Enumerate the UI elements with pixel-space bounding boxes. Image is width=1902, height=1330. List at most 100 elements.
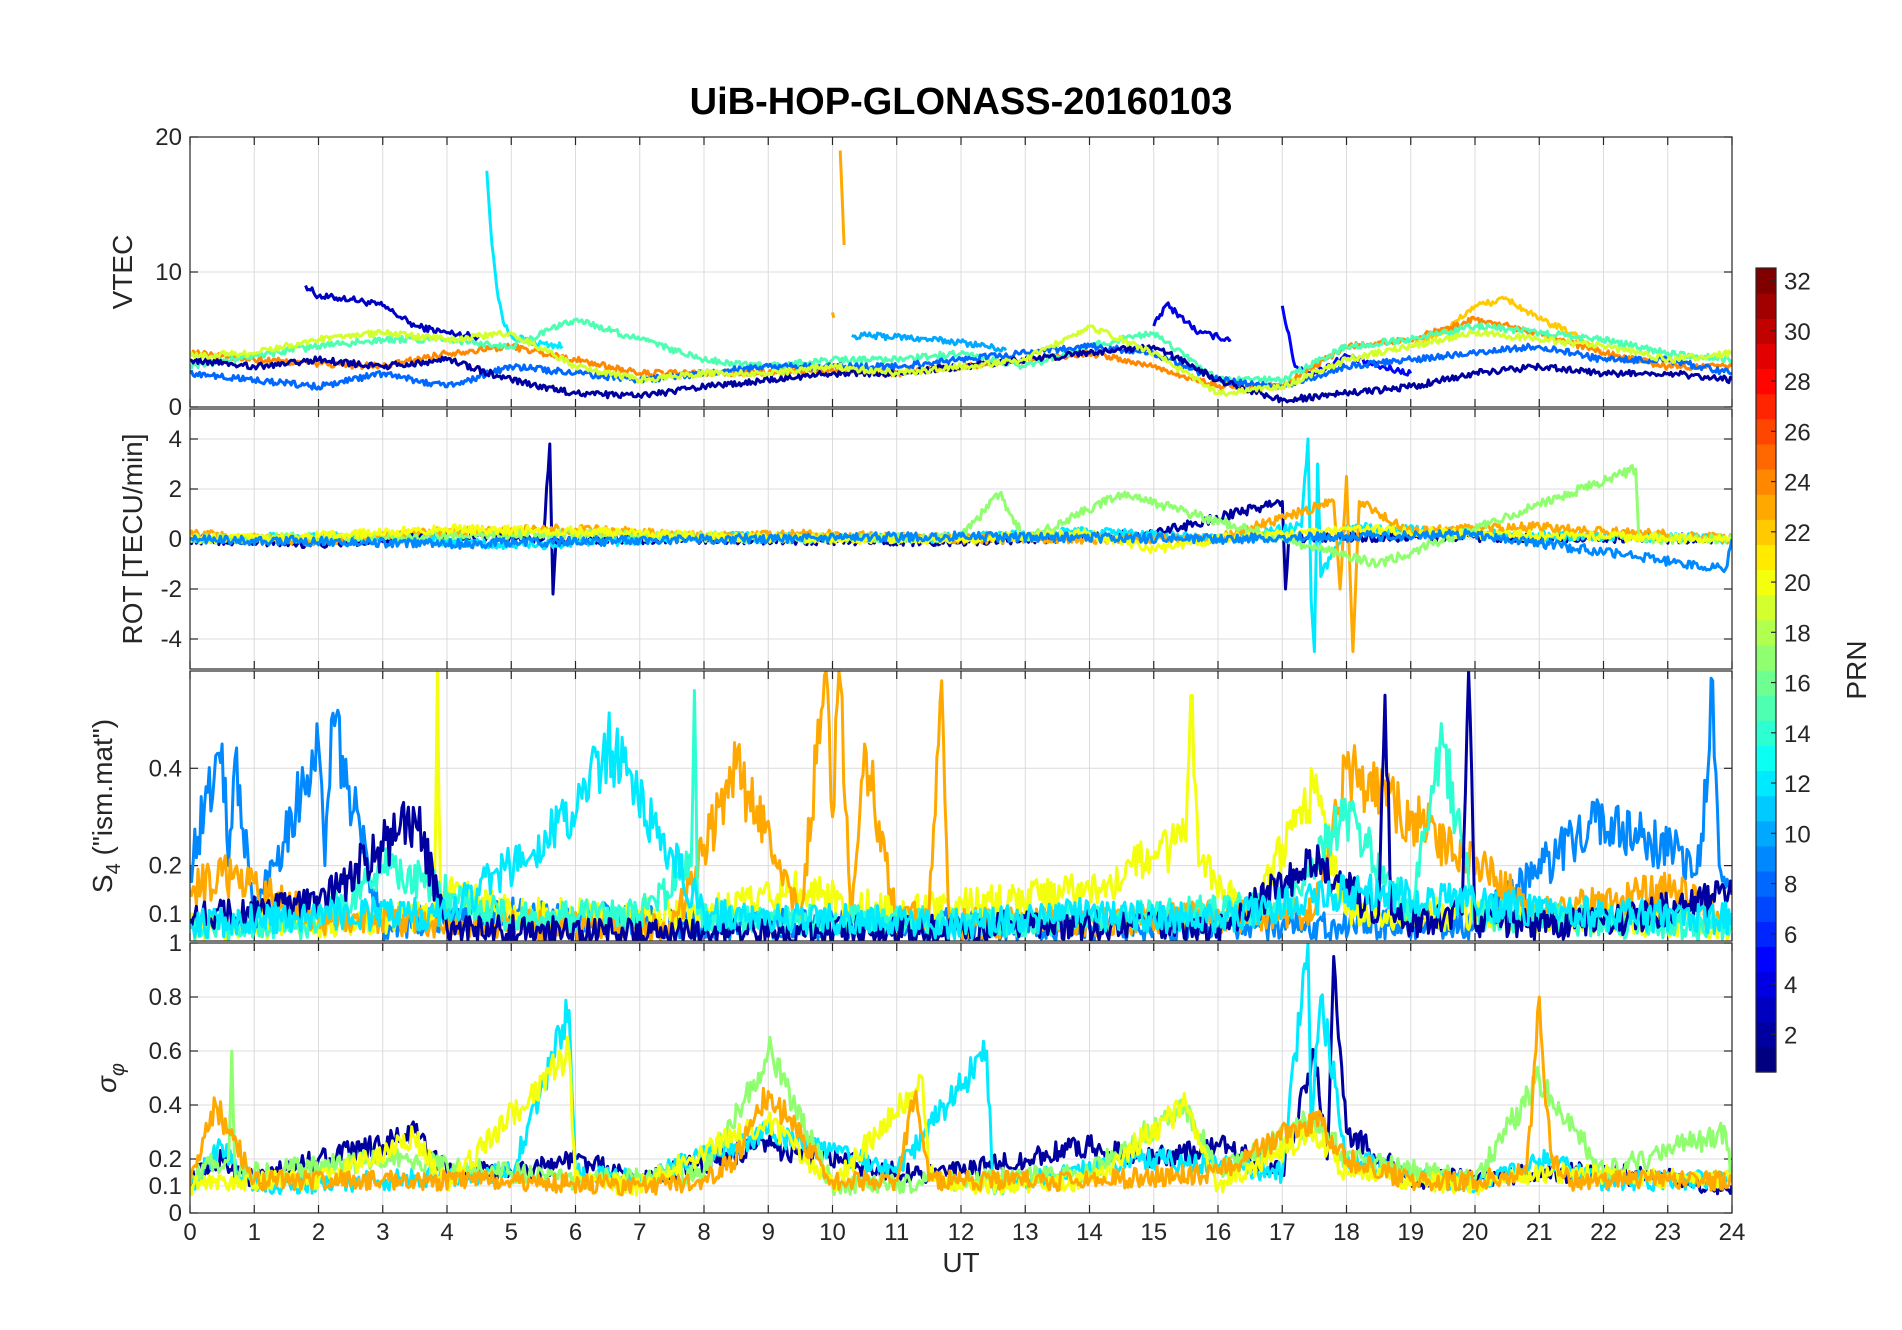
colorbar-block (1756, 544, 1776, 571)
x-axis-label: UT (942, 1247, 979, 1278)
x-tick-label: 9 (762, 1219, 775, 1246)
colorbar-block (1756, 519, 1776, 545)
axes-frame-s4 (189, 670, 1733, 942)
colorbar-tick-label: 24 (1784, 470, 1811, 497)
series-line-prn-23 (838, 150, 846, 246)
series-line-prn-23 (831, 312, 836, 319)
colorbar-tick-label: 32 (1784, 269, 1811, 296)
series-line-prn-3 (304, 284, 480, 341)
colorbar-tick-label: 2 (1784, 1022, 1797, 1049)
colorbar-block (1756, 971, 1776, 998)
colorbar-block (1756, 921, 1776, 947)
y-tick-label: -4 (161, 626, 182, 653)
x-tick-label: 5 (505, 1219, 518, 1246)
axes-frame-sigma-phi (189, 942, 1733, 1214)
axes-frame-rot (189, 408, 1733, 670)
series-sigma-phi (190, 943, 1732, 1197)
colorbar-block (1756, 393, 1776, 420)
y-tick-label: 0.4 (149, 755, 182, 782)
colorbar-block (1756, 268, 1776, 294)
y-tick-label: 0.8 (149, 984, 182, 1011)
s4-label-rest: ("ism.mat") (87, 719, 118, 863)
panel-vtec: 0 10 20 VTEC (107, 124, 1733, 421)
colorbar-block (1756, 670, 1776, 696)
x-tick-label: 18 (1333, 1219, 1360, 1246)
y-axis-label-vtec: VTEC (107, 235, 138, 310)
s4-label-main: S (87, 874, 118, 893)
series-s4 (190, 671, 1732, 941)
colorbar-block (1756, 569, 1776, 596)
y-tick-label: 0.6 (149, 1038, 182, 1065)
y-tick-label: 20 (155, 124, 182, 151)
colorbar-tick-label: 18 (1784, 620, 1811, 647)
colorbar-tick-label: 10 (1784, 821, 1811, 848)
colorbar-tick-label: 6 (1784, 922, 1797, 949)
colorbar-label: PRN (1841, 640, 1872, 699)
colorbar-tick-label: 4 (1784, 972, 1797, 999)
colorbar-block (1756, 695, 1776, 721)
x-tick-label: 4 (440, 1219, 453, 1246)
y-tick-label: 0 (169, 1200, 182, 1227)
colorbar-tick-label: 30 (1784, 319, 1811, 346)
x-tick-label: 16 (1205, 1219, 1232, 1246)
colorbar-tick-label: 8 (1784, 872, 1797, 899)
colorbar-block (1756, 795, 1776, 822)
sigma-label-sub: φ (107, 1063, 129, 1076)
colorbar-block (1756, 845, 1776, 872)
colorbar-tick-label: 22 (1784, 520, 1811, 547)
colorbar-block (1756, 443, 1776, 470)
y-tick-label: 0 (169, 526, 182, 553)
x-tick-label: 7 (633, 1219, 646, 1246)
y-tick-label: 2 (169, 476, 182, 503)
colorbar-block (1756, 871, 1776, 897)
y-tick-label: 1 (169, 930, 182, 957)
y-tick-label: 10 (155, 259, 182, 286)
panel-rot: -4 -2 0 2 4 ROT [TECU/min] (117, 408, 1733, 670)
colorbar-tick-label: 20 (1784, 570, 1811, 597)
y-ticks-sigma-phi: 00.10.2 0.4 0.6 0.8 1 (149, 930, 182, 1227)
y-tick-label: 0.2 (149, 853, 182, 880)
y-axis-label-sigma-phi: σφ (91, 1063, 129, 1093)
x-tick-label: 8 (697, 1219, 710, 1246)
colorbar-block (1756, 494, 1776, 520)
x-tick-label: 21 (1526, 1219, 1553, 1246)
y-ticks-rot: -4 -2 0 2 4 (161, 426, 182, 653)
x-tick-label: 0 (183, 1219, 196, 1246)
colorbar-tick-label: 12 (1784, 771, 1811, 798)
colorbar-blocks (1756, 268, 1776, 1073)
x-tick-label: 1 (248, 1219, 261, 1246)
y-ticks-s4: 0.1 0.2 0.4 (149, 755, 182, 928)
y-tick-label: 4 (169, 426, 182, 453)
y-tick-label: 0 (169, 394, 182, 421)
series-line-prn-23 (190, 995, 1732, 1197)
panel-s4: 0.1 0.2 0.4 S4 ("ism.mat") (87, 670, 1733, 942)
colorbar-tick-label: 28 (1784, 369, 1811, 396)
x-tick-label: 19 (1397, 1219, 1424, 1246)
x-tick-label: 2 (312, 1219, 325, 1246)
sigma-label-main: σ (91, 1075, 122, 1093)
colorbar-block (1756, 418, 1776, 445)
colorbar-block (1756, 343, 1776, 370)
colorbar-block (1756, 720, 1776, 746)
x-tick-label: 22 (1590, 1219, 1617, 1246)
panel-sigma-phi: 00.10.2 0.4 0.6 0.8 1 σφ (91, 930, 1733, 1227)
x-tick-label: 10 (819, 1219, 846, 1246)
series-line-prn-12 (485, 170, 564, 350)
colorbar-tick-label: 16 (1784, 671, 1811, 698)
x-tick-label: 12 (948, 1219, 975, 1246)
colorbar-block (1756, 770, 1776, 797)
colorbar-block (1756, 469, 1776, 495)
x-tick-label: 14 (1076, 1219, 1103, 1246)
colorbar-block (1756, 896, 1776, 922)
y-axis-label-s4: S4 ("ism.mat") (87, 719, 125, 893)
y-tick-label: 0.1 (149, 901, 182, 928)
x-tick-label: 20 (1462, 1219, 1489, 1246)
x-tick-label: 24 (1719, 1219, 1746, 1246)
x-tick-label: 3 (376, 1219, 389, 1246)
series-line-prn-12 (190, 711, 1732, 941)
chart-title: UiB-HOP-GLONASS-20160103 (690, 81, 1233, 123)
series-line-prn-10 (851, 331, 1008, 353)
colorbar-tick-label: 14 (1784, 721, 1811, 748)
